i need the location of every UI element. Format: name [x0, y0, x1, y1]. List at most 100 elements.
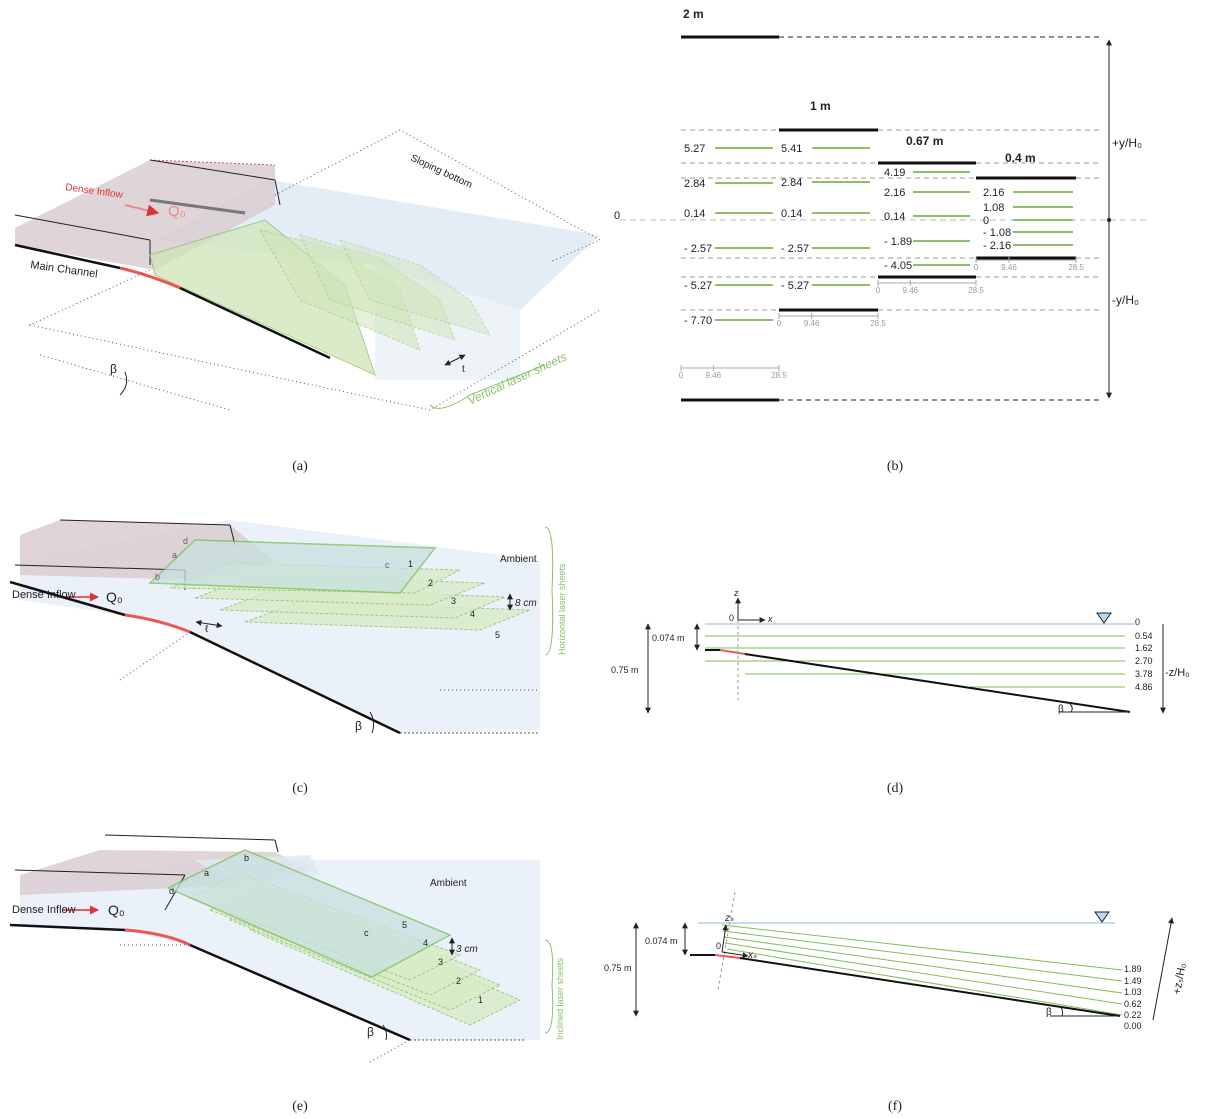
level-label: 1.89 — [1124, 964, 1142, 974]
scale-label: 28.5 — [870, 319, 886, 328]
label: β — [110, 362, 117, 376]
label: 4 — [423, 938, 428, 948]
caption: (f) — [888, 1099, 902, 1114]
sheet-position: - 2.16 — [983, 240, 1011, 252]
label: a — [172, 550, 177, 560]
level-label: 1.62 — [1135, 643, 1153, 653]
sheet-position: 5.27 — [684, 143, 705, 155]
label: Ambient — [430, 878, 467, 889]
label: 8 cm — [515, 598, 537, 609]
level-label: 0.00 — [1124, 1021, 1142, 1031]
sheet-position: 0 — [983, 215, 989, 227]
label: xₛ — [747, 950, 757, 961]
caption: (d) — [887, 781, 904, 796]
level-label: 4.86 — [1135, 682, 1153, 692]
label: -z/H₀ — [1165, 667, 1190, 679]
sheet-position: 2.16 — [983, 187, 1004, 199]
label: x — [767, 614, 773, 624]
panel-c-drawing — [10, 520, 553, 733]
sheet-position: 5.41 — [781, 143, 802, 155]
label: Ambient — [500, 554, 537, 565]
sheet-position: - 7.70 — [684, 315, 712, 327]
sheet-position: - 5.27 — [781, 280, 809, 292]
label: β — [367, 1025, 374, 1039]
caption: (e) — [292, 1099, 308, 1114]
sheet-position: 1.08 — [983, 202, 1004, 214]
label: b — [244, 853, 249, 863]
scale-label: 28.5 — [1068, 263, 1084, 272]
label: 5 — [402, 920, 407, 930]
label: z — [733, 588, 739, 598]
scale-label: 28.5 — [771, 371, 787, 380]
panel-a-drawing — [15, 130, 600, 410]
label: 5 — [495, 630, 500, 640]
sheet-position: - 2.57 — [781, 243, 809, 255]
scale-label: 28.5 — [968, 286, 984, 295]
label: 2 — [456, 976, 461, 986]
level-label: 2.70 — [1135, 656, 1153, 666]
sheet-position: - 1.89 — [884, 236, 912, 248]
label: 1 — [478, 995, 483, 1005]
level-label: 0.62 — [1124, 999, 1142, 1009]
figure: (a)(b)(c)(d)(e)(f)Dense InflowQ₀Sloping … — [0, 0, 1215, 1119]
label: β — [1058, 704, 1064, 715]
label: β — [1046, 1007, 1052, 1018]
sheet-position: 0.14 — [781, 208, 802, 220]
scale-label: 9.46 — [1001, 263, 1017, 272]
label: 3 — [451, 596, 456, 606]
label: 0.75 m — [611, 665, 639, 675]
label: 1 — [408, 559, 413, 569]
caption: (b) — [887, 459, 904, 474]
label: d — [169, 886, 174, 896]
width-label: 0.67 m — [906, 134, 943, 148]
label: 4 — [470, 609, 475, 619]
label: Q₀ — [108, 902, 125, 918]
label: +y/H₀ — [1112, 136, 1142, 150]
sheet-position: - 5.27 — [684, 280, 712, 292]
sheet-position: 0.14 — [684, 208, 705, 220]
label: 0.75 m — [604, 963, 632, 973]
label: 0 — [716, 941, 721, 951]
label: 0 — [614, 210, 620, 222]
label: b — [155, 572, 160, 582]
panel-d-drawing — [648, 598, 1163, 713]
label: c — [364, 928, 369, 938]
label: 0 — [729, 613, 734, 623]
width-label: 2 m — [683, 7, 704, 21]
sheet-position: 2.84 — [781, 177, 802, 189]
label: t — [462, 364, 465, 375]
sheet-position: 4.19 — [884, 167, 905, 179]
scale-label: 0 — [679, 371, 684, 380]
label: 3 cm — [456, 944, 478, 955]
scale-label: 0 — [974, 263, 979, 272]
panel-f-drawing — [636, 892, 1172, 1020]
label: Inclined laser sheets — [555, 957, 565, 1040]
sheet-position: 2.84 — [684, 178, 705, 190]
sheet-position: - 4.05 — [884, 260, 912, 272]
sheet-position: 2.16 — [884, 187, 905, 199]
label: Dense Inflow — [12, 589, 76, 601]
scale-label: 9.46 — [706, 371, 722, 380]
label: Dense Inflow — [12, 904, 76, 916]
sheet-position: 0.14 — [884, 211, 905, 223]
label: c — [385, 560, 390, 570]
width-label: 0.4 m — [1005, 151, 1036, 165]
level-label: 1.49 — [1124, 976, 1142, 986]
label: a — [204, 868, 209, 878]
label: Horizontal laser sheets — [557, 563, 567, 655]
label: +zₛ/H₀ — [1171, 962, 1188, 995]
level-label: 0.22 — [1124, 1010, 1142, 1020]
label: 0.074 m — [652, 633, 685, 643]
sheet-position: - 2.57 — [684, 243, 712, 255]
sheet-position: - 1.08 — [983, 227, 1011, 239]
label: 0.074 m — [645, 936, 678, 946]
caption: (c) — [292, 781, 308, 796]
scale-label: 0 — [777, 319, 782, 328]
width-label: 1 m — [810, 99, 831, 113]
label: 2 — [428, 578, 433, 588]
label: -y/H₀ — [1112, 293, 1139, 307]
label: β — [355, 719, 362, 733]
label: d — [183, 536, 188, 546]
scale-label: 0 — [876, 286, 881, 295]
scale-label: 9.46 — [804, 319, 820, 328]
